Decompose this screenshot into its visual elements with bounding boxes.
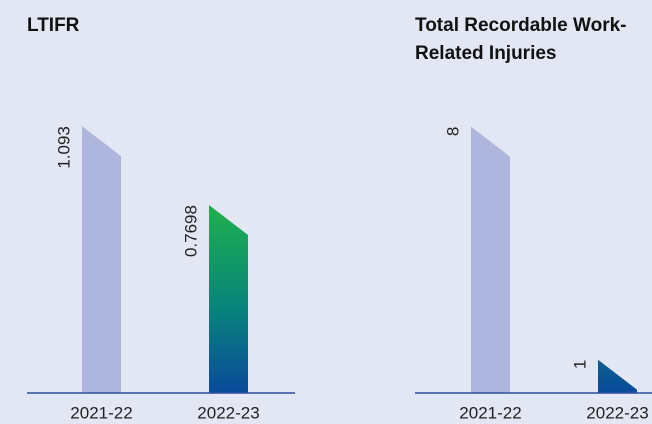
value-label: 8 [443, 127, 462, 136]
x-tick-label: 2022-23 [586, 403, 648, 422]
x-tick-label: 2021-22 [70, 403, 132, 422]
bar [598, 359, 637, 393]
bar [209, 205, 248, 393]
chart-title: Total Recordable Work-Related Injuries [415, 15, 627, 64]
value-label: 1.093 [54, 126, 73, 169]
x-tick-label: 2022-23 [197, 403, 259, 422]
x-tick-label: 2021-22 [459, 403, 521, 422]
bar [82, 126, 121, 394]
chart-title: LTIFR [27, 15, 80, 36]
value-label: 1 [570, 360, 589, 369]
value-label: 0.7698 [181, 205, 200, 257]
bar [471, 126, 510, 394]
